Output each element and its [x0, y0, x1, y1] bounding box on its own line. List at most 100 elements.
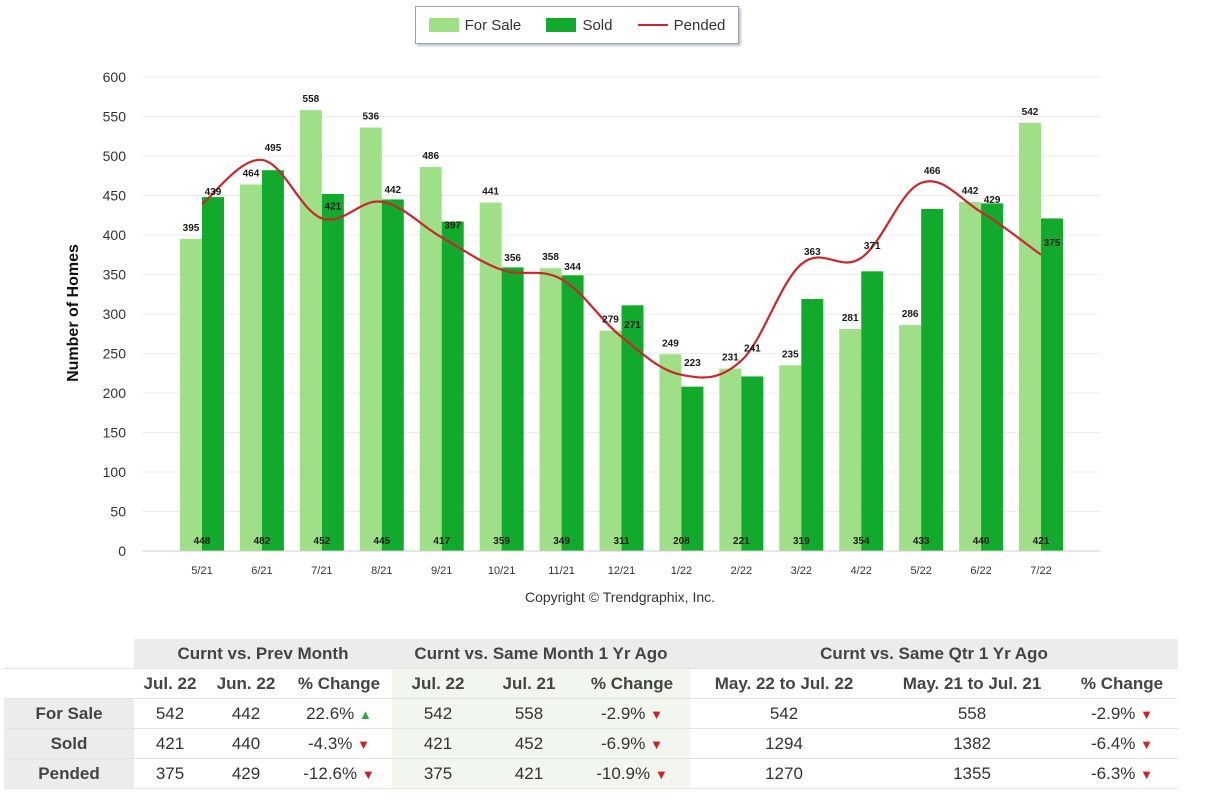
- group-header-same-qtr: Curnt vs. Same Qtr 1 Yr Ago: [690, 639, 1178, 669]
- y-axis-ticks: 0 50 100 150 200 250 300 350 400 450 500 550 600: [103, 69, 127, 559]
- x-tick-label: 2/22: [731, 565, 752, 577]
- data-label-for-sale: 536: [362, 112, 379, 123]
- bar-sold: [861, 271, 884, 551]
- bar-sold: [921, 208, 944, 551]
- table-cell-change: -4.3% ▼: [286, 728, 392, 759]
- sold-value-labels: 448 482 452 445 417 359 349 311 208 221 319 354 433 4…: [194, 536, 1050, 547]
- change-value: -2.9%: [1090, 703, 1136, 723]
- bar-sold: [381, 199, 404, 551]
- x-tick-label: 5/21: [191, 565, 212, 577]
- y-tick-label: 400: [103, 227, 127, 243]
- data-label-pended: 223: [684, 358, 701, 369]
- down-arrow-icon: ▼: [654, 766, 668, 782]
- row-label-sold: Sold: [4, 728, 134, 759]
- legend-item-pended[interactable]: Pended: [637, 16, 726, 34]
- legend-item-sold[interactable]: Sold: [546, 17, 612, 34]
- legend-label-pended: Pended: [673, 16, 726, 34]
- data-label-for-sale: 235: [782, 349, 799, 360]
- bar-sold: [741, 376, 764, 551]
- data-label-pended: 344: [564, 262, 581, 273]
- subheader: May. 22 to Jul. 22: [690, 668, 878, 699]
- table-cell: 1382: [878, 728, 1066, 759]
- table-cell: 421: [484, 758, 574, 789]
- y-tick-label: 0: [118, 543, 126, 559]
- legend-label-sold: Sold: [582, 16, 613, 34]
- chart: 0 50 100 150 200 250 300 350 400 450 500 550 600 448…: [103, 69, 1100, 577]
- table-cell: 558: [484, 698, 574, 729]
- table-cell-change: -6.3% ▼: [1066, 758, 1178, 789]
- x-tick-label: 9/21: [431, 565, 452, 577]
- change-value: -10.9%: [596, 763, 651, 783]
- x-tick-label: 1/22: [671, 565, 692, 577]
- y-tick-label: 350: [103, 267, 127, 283]
- bar-for-sale: [659, 354, 682, 551]
- bar-for-sale: [719, 368, 742, 551]
- data-label-pended: 466: [924, 166, 941, 177]
- x-tick-label: 11/21: [548, 565, 575, 577]
- down-arrow-icon: ▼: [650, 736, 664, 752]
- table-cell: 558: [878, 698, 1066, 729]
- down-arrow-icon: ▼: [650, 706, 664, 722]
- data-label-for-sale: 231: [722, 353, 739, 364]
- legend-item-for-sale[interactable]: For Sale: [428, 16, 522, 34]
- table-cell-change: -6.9% ▼: [574, 728, 690, 759]
- table-cell: 542: [690, 698, 878, 729]
- row-label-pended: Pended: [4, 758, 134, 789]
- y-tick-label: 450: [103, 188, 127, 204]
- table-corner-2: [4, 668, 134, 699]
- subheader: Jun. 22: [206, 668, 286, 699]
- subheader: Jul. 22: [134, 668, 206, 699]
- data-label-pended: 356: [504, 253, 521, 264]
- table-cell: 452: [484, 728, 574, 759]
- data-label-pended: 439: [205, 187, 222, 198]
- data-label-for-sale: 286: [902, 309, 919, 320]
- bar-for-sale: [1019, 122, 1042, 551]
- subheader: % Change: [286, 668, 392, 699]
- table-cell: 421: [134, 728, 206, 759]
- data-label-for-sale: 281: [842, 313, 859, 324]
- data-label-for-sale: 358: [542, 252, 559, 263]
- legend-label-for-sale: For Sale: [464, 16, 522, 34]
- data-label-pended: 375: [1044, 238, 1061, 249]
- bar-for-sale: [479, 202, 502, 552]
- bar-sold: [801, 298, 824, 551]
- table-cell: 421: [392, 728, 484, 759]
- down-arrow-icon: ▼: [1140, 706, 1154, 722]
- bar-sold: [261, 170, 284, 551]
- data-label-sold: 440: [973, 536, 990, 547]
- data-label-for-sale: 464: [243, 168, 260, 179]
- data-label-pended: 363: [804, 247, 821, 258]
- data-label-sold: 354: [853, 536, 870, 547]
- data-label-sold: 221: [733, 536, 750, 547]
- down-arrow-icon: ▼: [361, 766, 375, 782]
- data-label-sold: 311: [613, 536, 630, 547]
- y-tick-label: 550: [103, 109, 127, 125]
- bar-sold: [681, 386, 704, 551]
- bar-for-sale: [959, 201, 982, 551]
- subheader: May. 21 to Jul. 21: [878, 668, 1066, 699]
- bar-sold: [561, 275, 584, 551]
- data-label-sold: 433: [913, 536, 930, 547]
- top-value-labels: 395 464 558 536 486 441 358 279 249 231 235 281 286 4…: [183, 94, 1061, 369]
- y-axis-title: Number of Homes: [65, 244, 82, 382]
- data-label-sold: 208: [673, 536, 690, 547]
- x-tick-label: 6/21: [251, 565, 272, 577]
- table-cell: 440: [206, 728, 286, 759]
- subheader: % Change: [1066, 668, 1178, 699]
- table-cell: 542: [134, 698, 206, 729]
- bars: [180, 110, 1064, 552]
- y-tick-label: 150: [103, 425, 127, 441]
- data-label-pended: 421: [325, 201, 342, 212]
- table-cell-change: -2.9% ▼: [574, 698, 690, 729]
- data-label-sold: 349: [553, 536, 570, 547]
- data-label-sold: 482: [254, 536, 271, 547]
- legend-swatch-sold: [546, 18, 577, 32]
- data-label-for-sale: 279: [602, 315, 619, 326]
- change-value: -2.9%: [600, 703, 646, 723]
- data-label-for-sale: 558: [303, 94, 320, 105]
- chart-legend: For Sale Sold Pended: [415, 6, 739, 44]
- data-label-sold: 421: [1033, 536, 1050, 547]
- bar-for-sale: [539, 268, 562, 551]
- data-label-sold: 452: [314, 536, 331, 547]
- comparison-table: Curnt vs. Prev Month Curnt vs. Same Mont…: [4, 639, 1178, 789]
